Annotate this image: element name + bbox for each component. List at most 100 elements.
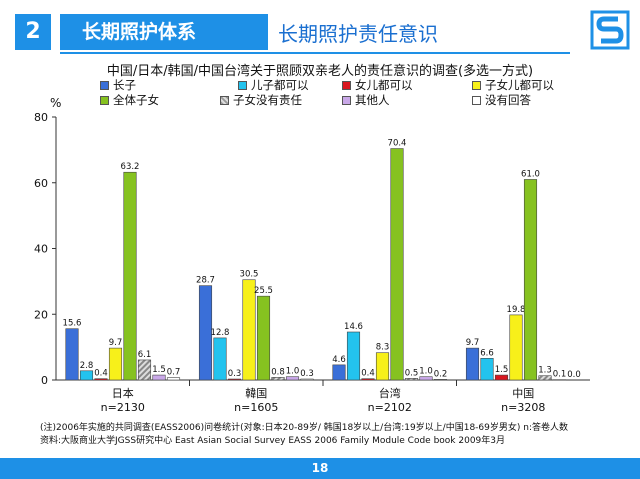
data-label: 0.3 bbox=[300, 369, 314, 379]
source-note: 资料:大阪商业大学JGSS研究中心 East Asian Social Surv… bbox=[40, 436, 505, 446]
data-label: 19.8 bbox=[507, 305, 526, 315]
bar bbox=[65, 328, 79, 381]
data-label: 61.0 bbox=[521, 169, 540, 179]
legend-item: 长子 bbox=[100, 78, 136, 92]
logo-icon bbox=[590, 10, 630, 50]
bar bbox=[94, 378, 108, 381]
slide-header: 2 长期照护体系 长期照护责任意识 bbox=[0, 0, 640, 58]
data-label: 1.3 bbox=[538, 366, 552, 376]
data-label: 6.1 bbox=[138, 350, 152, 360]
legend-label: 没有回答 bbox=[485, 93, 531, 107]
bar bbox=[538, 375, 552, 381]
legend-label: 儿子都可以 bbox=[251, 78, 309, 92]
category-label: 台湾 bbox=[379, 386, 401, 400]
category-label: 中国 bbox=[512, 387, 534, 400]
data-label: 4.6 bbox=[332, 355, 346, 365]
data-label: 28.7 bbox=[196, 276, 215, 286]
bar bbox=[523, 179, 538, 381]
section-number-badge: 2 bbox=[15, 14, 51, 50]
category-label: 韓国 bbox=[245, 387, 267, 400]
legend-swatch bbox=[342, 81, 351, 90]
data-label: 9.7 bbox=[109, 338, 123, 348]
bar bbox=[509, 314, 523, 381]
legend-item: 没有回答 bbox=[472, 93, 531, 107]
bar bbox=[419, 376, 433, 381]
bar bbox=[213, 337, 227, 381]
y-tick-label: 80 bbox=[34, 111, 48, 124]
page-number-bar: 18 bbox=[0, 458, 640, 479]
header-underline bbox=[60, 52, 570, 54]
data-label: 2.8 bbox=[80, 361, 94, 371]
bar bbox=[300, 378, 314, 381]
bar bbox=[271, 377, 285, 381]
legend-swatch bbox=[100, 96, 109, 105]
sample-size-label: n=2102 bbox=[368, 401, 412, 414]
bar bbox=[465, 347, 480, 381]
legend-item: 女儿都可以 bbox=[342, 78, 413, 92]
bar bbox=[166, 377, 181, 381]
legend-swatch bbox=[238, 81, 247, 90]
legend-label: 子女没有责任 bbox=[233, 93, 302, 107]
data-label: 14.6 bbox=[344, 322, 363, 332]
y-axis-unit: % bbox=[50, 96, 62, 110]
data-label: 1.0 bbox=[419, 367, 433, 377]
bar bbox=[332, 364, 346, 381]
slide-title: 长期照护责任意识 bbox=[278, 22, 438, 46]
data-label: 9.7 bbox=[466, 338, 480, 348]
legend-swatch bbox=[220, 96, 229, 105]
legend-swatch bbox=[472, 81, 481, 90]
bar bbox=[198, 285, 213, 381]
data-label: 70.4 bbox=[388, 139, 407, 149]
y-tick-label: 20 bbox=[34, 308, 48, 321]
bar bbox=[361, 378, 375, 381]
data-label: 15.6 bbox=[63, 319, 82, 329]
data-label: 0.1 bbox=[553, 370, 567, 380]
bar bbox=[480, 358, 494, 381]
bar bbox=[494, 374, 509, 381]
bar bbox=[152, 374, 166, 381]
sample-size-label: n=1605 bbox=[234, 401, 278, 414]
bar bbox=[390, 148, 404, 381]
bar bbox=[123, 171, 137, 381]
data-label: 6.6 bbox=[480, 348, 494, 358]
data-label: 25.5 bbox=[254, 286, 273, 296]
legend-swatch bbox=[100, 81, 109, 90]
bar bbox=[375, 352, 390, 381]
page-number: 18 bbox=[311, 461, 329, 475]
legend-item: 儿子都可以 bbox=[238, 78, 309, 92]
data-label: 0.4 bbox=[361, 369, 375, 379]
data-label: 0.0 bbox=[567, 370, 581, 380]
data-label: 30.5 bbox=[240, 270, 259, 280]
legend-label: 子女儿都可以 bbox=[485, 78, 554, 92]
legend-label: 其他人 bbox=[355, 93, 390, 107]
legend-item: 其他人 bbox=[342, 93, 390, 107]
data-label: 0.5 bbox=[405, 368, 419, 378]
legend-item: 全体子女 bbox=[100, 93, 159, 107]
bar bbox=[108, 347, 123, 381]
survey-note: (注)2006年实施的共同调查(EASS2006)问卷统计(对象:日本20-89… bbox=[40, 423, 568, 433]
data-label: 1.5 bbox=[152, 365, 166, 375]
bar bbox=[256, 295, 271, 381]
data-label: 0.2 bbox=[434, 369, 448, 379]
legend-swatch bbox=[342, 96, 351, 105]
data-label: 0.8 bbox=[271, 367, 285, 377]
data-label: 63.2 bbox=[121, 162, 140, 172]
bar bbox=[227, 378, 242, 381]
bar bbox=[404, 378, 419, 381]
y-tick-label: 0 bbox=[41, 374, 48, 387]
bar bbox=[242, 279, 256, 381]
bar bbox=[137, 359, 152, 381]
legend-label: 长子 bbox=[113, 78, 136, 92]
data-label: 0.3 bbox=[228, 369, 242, 379]
bar bbox=[346, 331, 361, 381]
legend-item: 子女没有责任 bbox=[220, 93, 302, 107]
sample-size-label: n=2130 bbox=[101, 401, 145, 414]
bar bbox=[433, 379, 448, 381]
chart-title: 中国/日本/韩国/中国台湾关于照顾双亲老人的责任意识的调查(多选一方式) bbox=[106, 64, 534, 79]
data-label: 1.0 bbox=[286, 367, 300, 377]
y-tick-label: 60 bbox=[34, 177, 48, 190]
sample-size-label: n=3208 bbox=[501, 401, 545, 414]
bar bbox=[285, 376, 300, 381]
legend-item: 子女儿都可以 bbox=[472, 78, 554, 92]
